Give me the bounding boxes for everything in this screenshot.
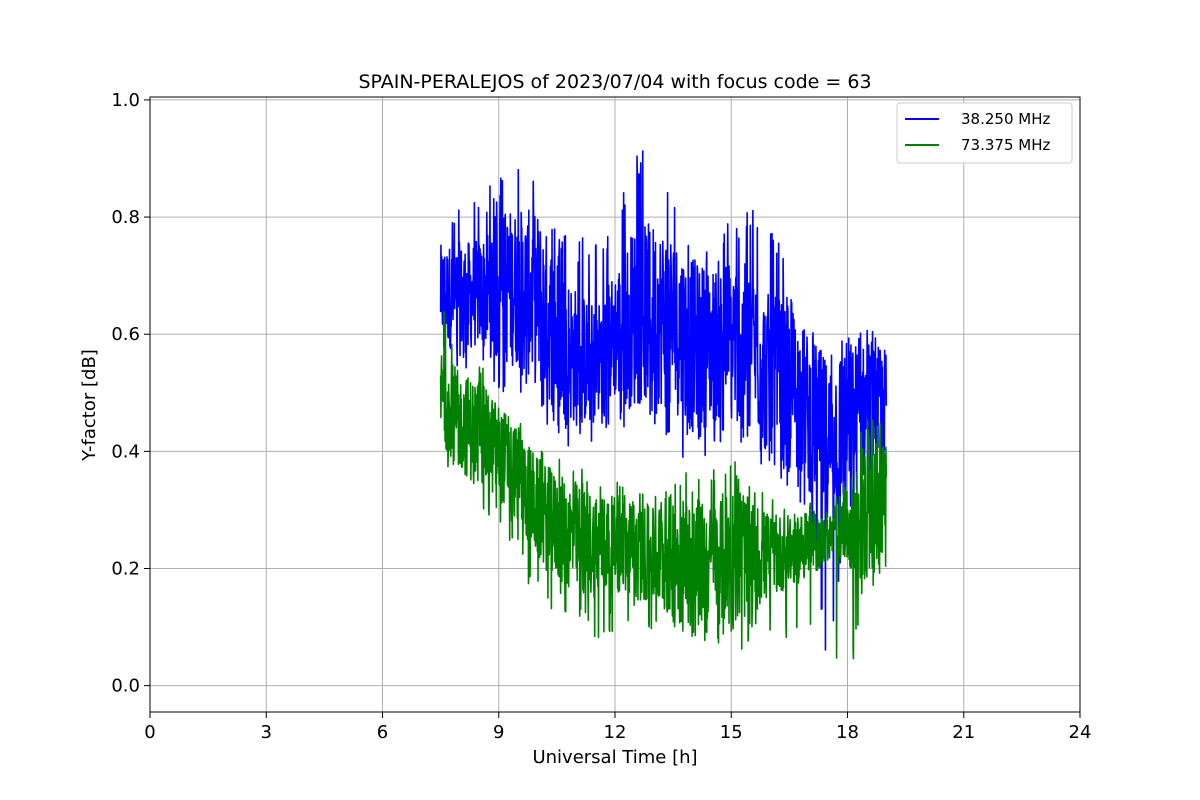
- series-line-2: [439, 310, 888, 660]
- y-tick-label: 0.8: [111, 207, 140, 228]
- x-tick-label: 9: [493, 722, 504, 743]
- x-tick-label: 12: [604, 722, 627, 743]
- ticks: 0 3 6 9 12 15 18 21 24 0.0 0.2 0.4 0.6 0.8 1.0: [111, 90, 1091, 743]
- series-layer: [439, 150, 888, 660]
- x-axis-title: Universal Time [h]: [532, 747, 697, 768]
- legend-label-series-2: 73.375 MHz: [961, 136, 1050, 154]
- y-axis-title: Y-factor [dB]: [79, 349, 100, 462]
- chart-title: SPAIN-PERALEJOS of 2023/07/04 with focus…: [358, 71, 871, 93]
- x-tick-label: 21: [952, 722, 975, 743]
- y-tick-label: 1.0: [111, 90, 140, 111]
- legend: 38.250 MHz 73.375 MHz: [896, 102, 1073, 164]
- legend-box: [896, 102, 1073, 164]
- legend-label-series-1: 38.250 MHz: [961, 110, 1050, 128]
- y-tick-label: 0.6: [111, 324, 140, 345]
- y-tick-label: 0.4: [111, 441, 140, 462]
- x-tick-label: 0: [144, 722, 155, 743]
- plot-area: 0 3 6 9 12 15 18 21 24 0.0 0.2 0.4 0.6 0.8 1.0: [111, 90, 1091, 743]
- x-tick-label: 24: [1069, 722, 1092, 743]
- series-line-1: [439, 150, 888, 651]
- x-tick-label: 15: [720, 722, 743, 743]
- x-tick-label: 3: [261, 722, 272, 743]
- x-tick-label: 6: [377, 722, 388, 743]
- x-tick-label: 18: [836, 722, 859, 743]
- y-tick-label: 0.0: [111, 676, 140, 697]
- y-tick-label: 0.2: [111, 559, 140, 580]
